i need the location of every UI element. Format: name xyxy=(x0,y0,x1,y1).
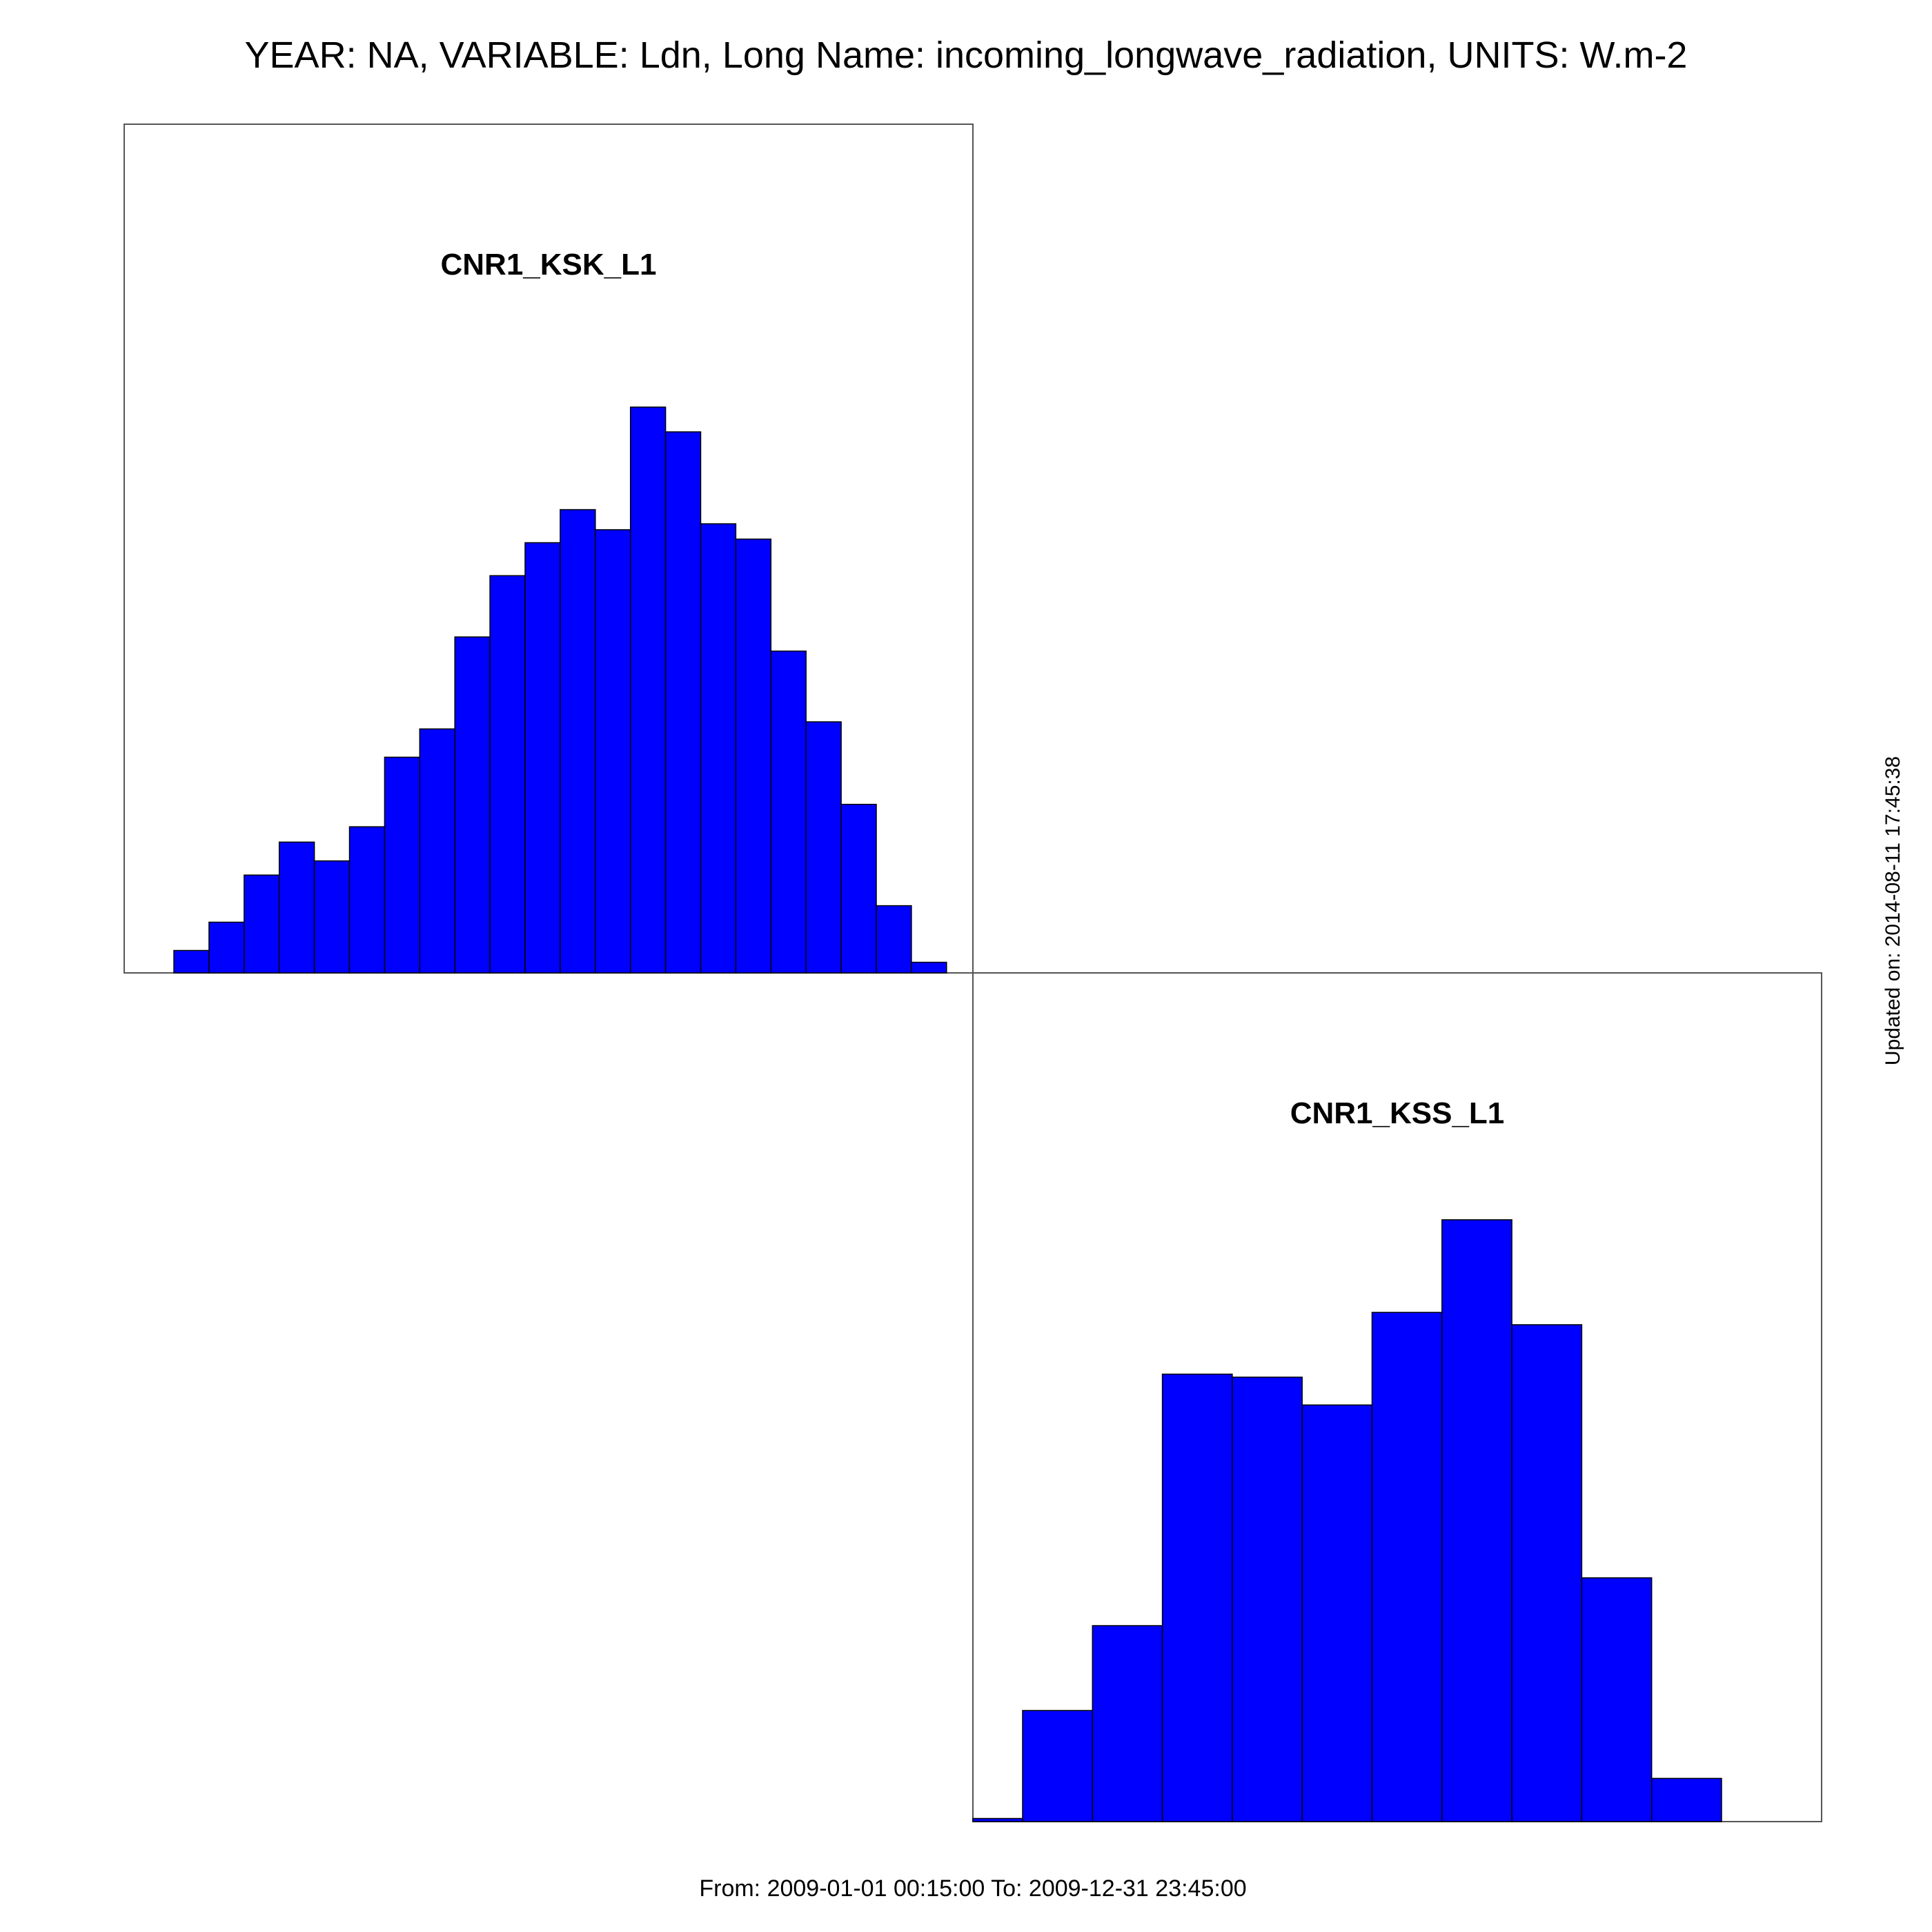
histogram-bar xyxy=(208,921,245,974)
bar-series xyxy=(972,1219,1722,1822)
histogram-bar xyxy=(1650,1777,1722,1822)
histogram-bar xyxy=(1301,1404,1373,1822)
date-range-footer: From: 2009-01-01 00:15:00 To: 2009-12-31… xyxy=(699,1875,1246,1902)
histogram-bar xyxy=(313,860,351,974)
histogram-bar xyxy=(1161,1373,1233,1822)
histogram-bar xyxy=(1092,1625,1163,1822)
histogram-bar xyxy=(1371,1312,1443,1822)
histogram-bar xyxy=(489,575,526,974)
histogram-panel-cnr1-ksk-l1: CNR1_KSK_L1 xyxy=(124,124,974,974)
histogram-bar xyxy=(348,826,386,974)
histogram-bar xyxy=(1022,1710,1094,1822)
histogram-bar xyxy=(173,949,210,974)
updated-timestamp: Updated on: 2014-08-11 17:45:38 xyxy=(1882,756,1904,1065)
histogram-panel-cnr1-kss-l1: CNR1_KSS_L1 xyxy=(972,972,1822,1822)
histogram-bar xyxy=(664,431,702,974)
histogram-bar xyxy=(876,905,912,974)
histogram-bar xyxy=(1232,1377,1303,1822)
histogram-bar xyxy=(972,1817,1023,1822)
histogram-bar xyxy=(560,509,596,974)
histogram-bar xyxy=(278,841,315,974)
histogram-bar xyxy=(911,961,947,974)
bar-series xyxy=(173,406,947,974)
histogram-bar xyxy=(244,874,280,974)
histogram-bar xyxy=(805,721,842,974)
histogram-bar xyxy=(629,406,667,974)
histogram-bar xyxy=(840,803,877,974)
histogram-bar xyxy=(1511,1324,1583,1822)
histogram-bar xyxy=(735,538,772,974)
histogram-bar xyxy=(700,523,737,974)
histogram-bar xyxy=(1441,1219,1512,1822)
histogram-bar xyxy=(384,756,421,974)
histogram-bar xyxy=(419,728,455,974)
histogram-bar xyxy=(770,650,807,974)
panel-title: CNR1_KSK_L1 xyxy=(441,248,657,282)
histogram-bar xyxy=(454,636,491,974)
histogram-bar xyxy=(595,529,631,974)
figure-title: YEAR: NA, VARIABLE: Ldn, Long Name: inco… xyxy=(245,34,1688,76)
histogram-bar xyxy=(1581,1577,1653,1822)
histogram-bar xyxy=(524,542,561,974)
panel-title: CNR1_KSS_L1 xyxy=(1290,1096,1505,1130)
